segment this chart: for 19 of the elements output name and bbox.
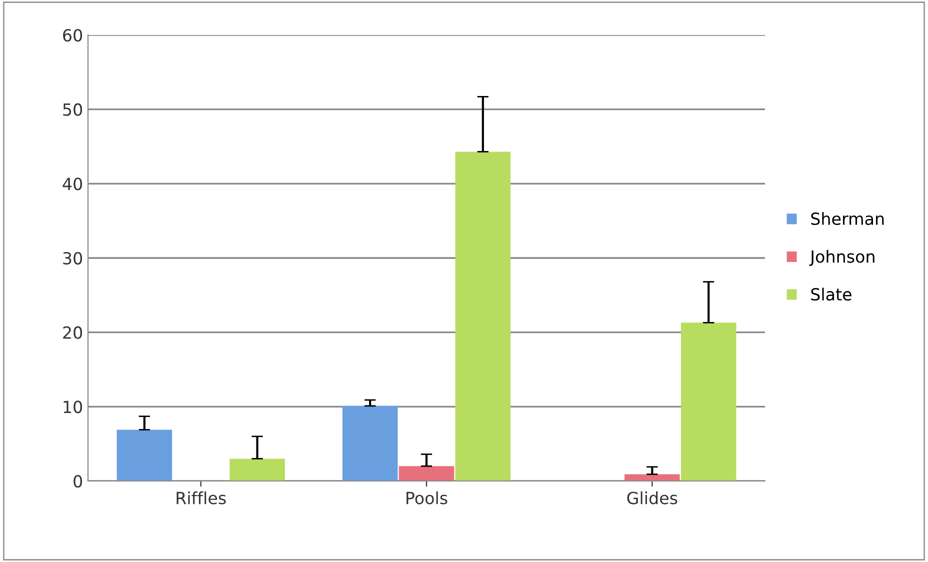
x-tick-label: Pools (406, 491, 448, 504)
y-tick-label: 20 (63, 326, 82, 339)
legend-label: Johnson (809, 250, 874, 266)
y-tick-label: 40 (62, 178, 82, 190)
y-tick-label: 30 (63, 252, 82, 265)
x-tick-label: Glides (627, 491, 678, 504)
y-tick-label: 60 (63, 28, 82, 42)
bar (398, 466, 454, 481)
y-tick-label: 50 (63, 103, 82, 116)
y-tick-label: 10 (64, 400, 82, 414)
bar (116, 430, 172, 481)
bar (342, 406, 398, 481)
bar (230, 458, 285, 481)
legend-label: Sherman (811, 212, 884, 226)
legend-label: Slate (811, 288, 852, 301)
bar (680, 322, 736, 481)
bar (455, 152, 511, 481)
x-tick-label: Riffles (176, 491, 226, 504)
y-tick-label: 0 (74, 474, 82, 488)
